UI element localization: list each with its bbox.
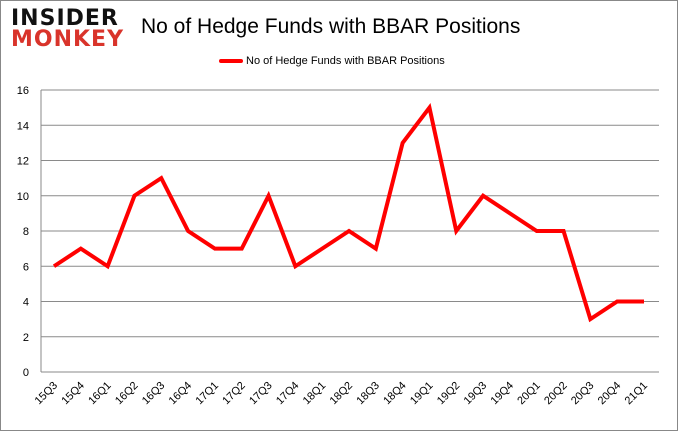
x-tick-label: 18Q1 <box>301 380 329 408</box>
x-tick-label: 18Q3 <box>354 380 382 408</box>
x-tick-label: 20Q2 <box>542 380 570 408</box>
logo-line1: INSIDER <box>11 6 119 31</box>
y-tick-label: 10 <box>17 191 29 203</box>
y-tick-label: 4 <box>23 297 29 309</box>
legend-swatch <box>219 59 243 63</box>
x-tick-label: 16Q2 <box>113 380 141 408</box>
x-tick-label: 21Q1 <box>623 380 651 408</box>
y-tick-label: 0 <box>23 367 29 379</box>
x-tick-label: 19Q2 <box>435 380 463 408</box>
x-tick-label: 17Q3 <box>247 380 275 408</box>
x-tick-label: 17Q1 <box>194 380 222 408</box>
y-tick-label: 6 <box>23 261 29 273</box>
y-tick-label: 8 <box>23 226 29 238</box>
x-tick-label: 18Q2 <box>328 380 356 408</box>
x-tick-label: 16Q1 <box>86 380 114 408</box>
x-tick-label: 20Q3 <box>569 380 597 408</box>
x-tick-label: 15Q4 <box>59 380 87 408</box>
x-tick-label: 20Q1 <box>515 380 543 408</box>
y-tick-label: 14 <box>17 120 29 132</box>
y-tick-label: 2 <box>23 332 29 344</box>
x-tick-label: 19Q1 <box>408 380 436 408</box>
x-tick-label: 15Q3 <box>33 380 61 408</box>
legend: No of Hedge Funds with BBAR Positions <box>219 55 445 67</box>
x-tick-label: 20Q4 <box>596 380 624 408</box>
x-tick-label: 18Q4 <box>381 380 409 408</box>
series-line <box>52 102 644 323</box>
logo-line2: MONKEY <box>11 26 125 52</box>
y-tick-label: 12 <box>17 156 29 168</box>
x-tick-label: 17Q2 <box>220 380 248 408</box>
chart-title: No of Hedge Funds with BBAR Positions <box>141 15 521 38</box>
x-tick-label: 16Q4 <box>167 380 195 408</box>
x-tick-label: 19Q4 <box>489 380 517 408</box>
x-tick-label: 17Q4 <box>274 380 302 408</box>
y-tick-label: 16 <box>17 85 29 97</box>
x-tick-label: 19Q3 <box>462 380 490 408</box>
insider-monkey-logo: INSIDER MONKEY <box>11 6 125 52</box>
legend-label: No of Hedge Funds with BBAR Positions <box>246 55 445 67</box>
x-tick-label: 16Q3 <box>140 380 168 408</box>
